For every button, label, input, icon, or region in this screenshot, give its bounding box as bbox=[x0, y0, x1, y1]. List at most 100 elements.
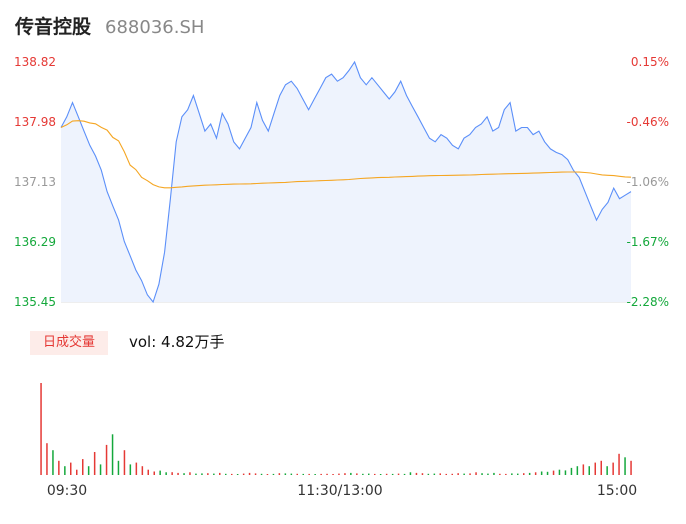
volume-bar bbox=[439, 473, 441, 475]
volume-bar bbox=[242, 473, 245, 475]
volume-bar bbox=[219, 472, 221, 475]
volume-bar bbox=[308, 473, 310, 475]
price-tick-label: 135.45 bbox=[14, 295, 56, 309]
volume-bar bbox=[87, 466, 90, 475]
volume-bar bbox=[260, 473, 263, 475]
volume-bar bbox=[618, 453, 620, 475]
daily-volume-tag[interactable]: 日成交量 bbox=[30, 331, 108, 355]
volume-bar bbox=[326, 473, 328, 475]
volume-readout: vol: 4.82万手 bbox=[129, 331, 224, 353]
volume-bar bbox=[546, 471, 549, 475]
volume-bar bbox=[82, 459, 84, 475]
volume-bar bbox=[236, 474, 239, 475]
volume-bar bbox=[338, 473, 340, 475]
volume-bar bbox=[463, 473, 465, 475]
volume-bar bbox=[159, 470, 161, 475]
price-tick-label: 136.29 bbox=[14, 235, 56, 249]
volume-bar bbox=[266, 474, 269, 475]
volume-bar bbox=[594, 462, 596, 475]
volume-bar bbox=[46, 443, 48, 475]
volume-bar bbox=[457, 473, 459, 475]
volume-bar bbox=[552, 470, 555, 475]
volume-bars bbox=[40, 383, 632, 475]
percent-tick-label: -1.67% bbox=[627, 235, 669, 249]
price-fill bbox=[61, 62, 631, 302]
volume-bar bbox=[523, 473, 525, 475]
volume-bar bbox=[374, 473, 376, 475]
volume-bar bbox=[391, 473, 394, 475]
volume-bar bbox=[213, 473, 215, 475]
volume-bar bbox=[40, 383, 42, 475]
volume-bar bbox=[284, 473, 287, 475]
volume-bar bbox=[493, 472, 495, 475]
volume-bar bbox=[278, 473, 281, 475]
volume-bar bbox=[397, 473, 400, 475]
volume-bar bbox=[505, 473, 507, 475]
price-axis: 138.82 137.98 137.13 136.29 135.45 bbox=[14, 55, 56, 309]
stock-name: 传音控股 bbox=[15, 16, 92, 38]
volume-bar bbox=[570, 467, 573, 475]
volume-bar bbox=[296, 473, 298, 475]
volume-bar bbox=[624, 457, 626, 475]
volume-bar bbox=[558, 469, 561, 475]
volume-bar bbox=[588, 466, 590, 475]
percent-tick-label: -2.28% bbox=[627, 295, 669, 309]
volume-bar bbox=[415, 472, 418, 475]
volume-bar bbox=[189, 472, 191, 475]
volume-bar bbox=[52, 450, 54, 475]
volume-bar bbox=[540, 471, 543, 475]
price-tick-label: 138.82 bbox=[14, 55, 56, 69]
volume-bar bbox=[362, 473, 364, 475]
volume-bar bbox=[76, 469, 78, 475]
volume-bar bbox=[517, 473, 519, 475]
volume-bar bbox=[141, 466, 144, 475]
price-tick-label: 137.98 bbox=[14, 115, 56, 129]
volume-bar bbox=[225, 473, 227, 475]
volume-bar bbox=[70, 462, 72, 475]
volume-bar bbox=[111, 434, 114, 475]
volume-bar bbox=[117, 460, 120, 475]
percent-tick-label: -1.06% bbox=[627, 175, 669, 189]
volume-bar bbox=[207, 473, 209, 475]
volume-bar bbox=[153, 471, 155, 475]
price-line bbox=[60, 60, 632, 304]
volume-bar bbox=[433, 473, 436, 475]
volume-bar bbox=[105, 444, 108, 475]
average-line bbox=[60, 120, 632, 189]
volume-bar bbox=[409, 472, 412, 475]
volume-bar bbox=[320, 473, 322, 475]
volume-bar bbox=[356, 473, 358, 475]
volume-bar bbox=[534, 472, 537, 475]
volume-bar bbox=[600, 460, 602, 475]
volume-bar bbox=[135, 462, 138, 475]
time-axis: 09:30 11:30/13:00 15:00 bbox=[47, 483, 637, 499]
volume-bar bbox=[350, 472, 352, 475]
volume-bar bbox=[58, 460, 60, 475]
volume-bar bbox=[499, 473, 501, 475]
percent-tick-label: 0.15% bbox=[631, 55, 669, 69]
price-area bbox=[60, 60, 632, 304]
volume-bar bbox=[612, 462, 614, 475]
volume-bar bbox=[302, 473, 304, 475]
volume-bar bbox=[64, 466, 66, 475]
volume-bar bbox=[290, 473, 293, 475]
volume-bar bbox=[314, 474, 316, 475]
volume-bar bbox=[344, 473, 346, 475]
volume-bar bbox=[606, 466, 608, 475]
time-label: 09:30 bbox=[47, 483, 87, 499]
volume-bar bbox=[576, 466, 579, 475]
stock-header: 传音控股 688036.SH bbox=[15, 12, 204, 40]
volume-bar bbox=[183, 473, 185, 475]
volume-bar bbox=[427, 473, 430, 475]
volume-value: 4.82万手 bbox=[161, 333, 225, 351]
volume-bar bbox=[248, 472, 251, 475]
volume-bar bbox=[99, 464, 102, 475]
volume-bar bbox=[195, 473, 197, 475]
percent-axis: 0.15% -0.46% -1.06% -1.67% -2.28% bbox=[627, 55, 669, 309]
volume-bar bbox=[129, 464, 132, 475]
volume-bar bbox=[177, 472, 179, 475]
volume-bar bbox=[165, 472, 167, 475]
volume-bar bbox=[421, 473, 424, 475]
volume-bar bbox=[475, 472, 477, 475]
volume-bar bbox=[147, 469, 149, 475]
